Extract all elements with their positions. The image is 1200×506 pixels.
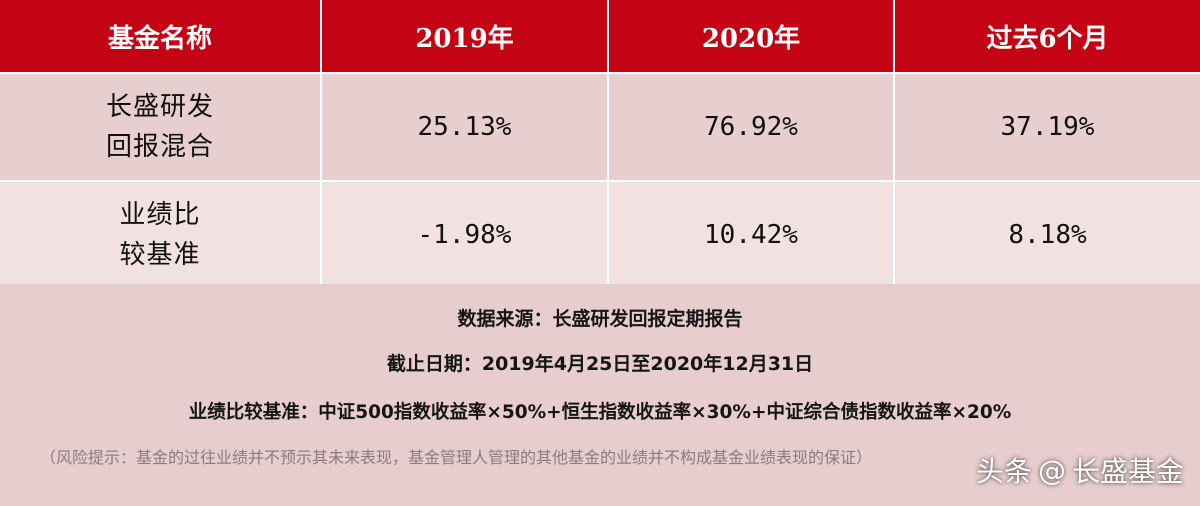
header-past-6-months: 过去6个月 xyxy=(894,0,1200,73)
header-fund-name: 基金名称 xyxy=(0,0,322,73)
return-2019-cell: -1.98% xyxy=(321,180,609,288)
table-row: 长盛研发 回报混合 25.13% 76.92% 37.19% xyxy=(0,72,1200,181)
return-6m-cell: 8.18% xyxy=(894,180,1200,288)
table-header-row: 基金名称 2019年 2020年 过去6个月 xyxy=(0,0,1200,73)
risk-disclaimer: （风险提示：基金的过往业绩并不预示其未来表现，基金管理人管理的其他基金的业绩并不… xyxy=(40,448,873,467)
return-6m-cell: 37.19% xyxy=(894,72,1200,181)
fund-name-line: 回报混合 xyxy=(105,132,214,162)
return-2020-cell: 76.92% xyxy=(608,72,895,181)
header-2020: 2020年 xyxy=(608,0,895,73)
footnotes-panel: 数据来源：长盛研发回报定期报告 截止日期：2019年4月25日至2020年12月… xyxy=(0,284,1200,506)
fund-performance-table: 基金名称 2019年 2020年 过去6个月 长盛研发 回报混合 25.13% … xyxy=(0,0,1200,288)
benchmark-definition-note: 业绩比较基准：中证500指数收益率×50%+恒生指数收益率×30%+中证综合债指… xyxy=(188,402,1012,423)
watermark-account: 长盛基金 xyxy=(1071,455,1184,488)
data-source-note: 数据来源：长盛研发回报定期报告 xyxy=(457,308,743,330)
header-2019: 2019年 xyxy=(321,0,609,73)
table-row: 业绩比 较基准 -1.98% 10.42% 8.18% xyxy=(0,180,1200,288)
return-2019-cell: 25.13% xyxy=(321,72,609,181)
fund-name-cell: 长盛研发 回报混合 xyxy=(0,72,322,181)
toutiao-watermark: 头条 @ 长盛基金 xyxy=(976,450,1184,490)
benchmark-name-line: 较基准 xyxy=(119,240,201,270)
fund-name-line: 长盛研发 xyxy=(105,92,214,122)
benchmark-name-line: 业绩比 xyxy=(119,200,201,230)
return-2020-cell: 10.42% xyxy=(608,180,895,288)
watermark-prefix: 头条 xyxy=(975,455,1032,488)
date-range-note: 截止日期：2019年4月25日至2020年12月31日 xyxy=(386,353,814,375)
benchmark-name-cell: 业绩比 较基准 xyxy=(0,180,322,288)
at-icon: @ xyxy=(1037,453,1066,487)
